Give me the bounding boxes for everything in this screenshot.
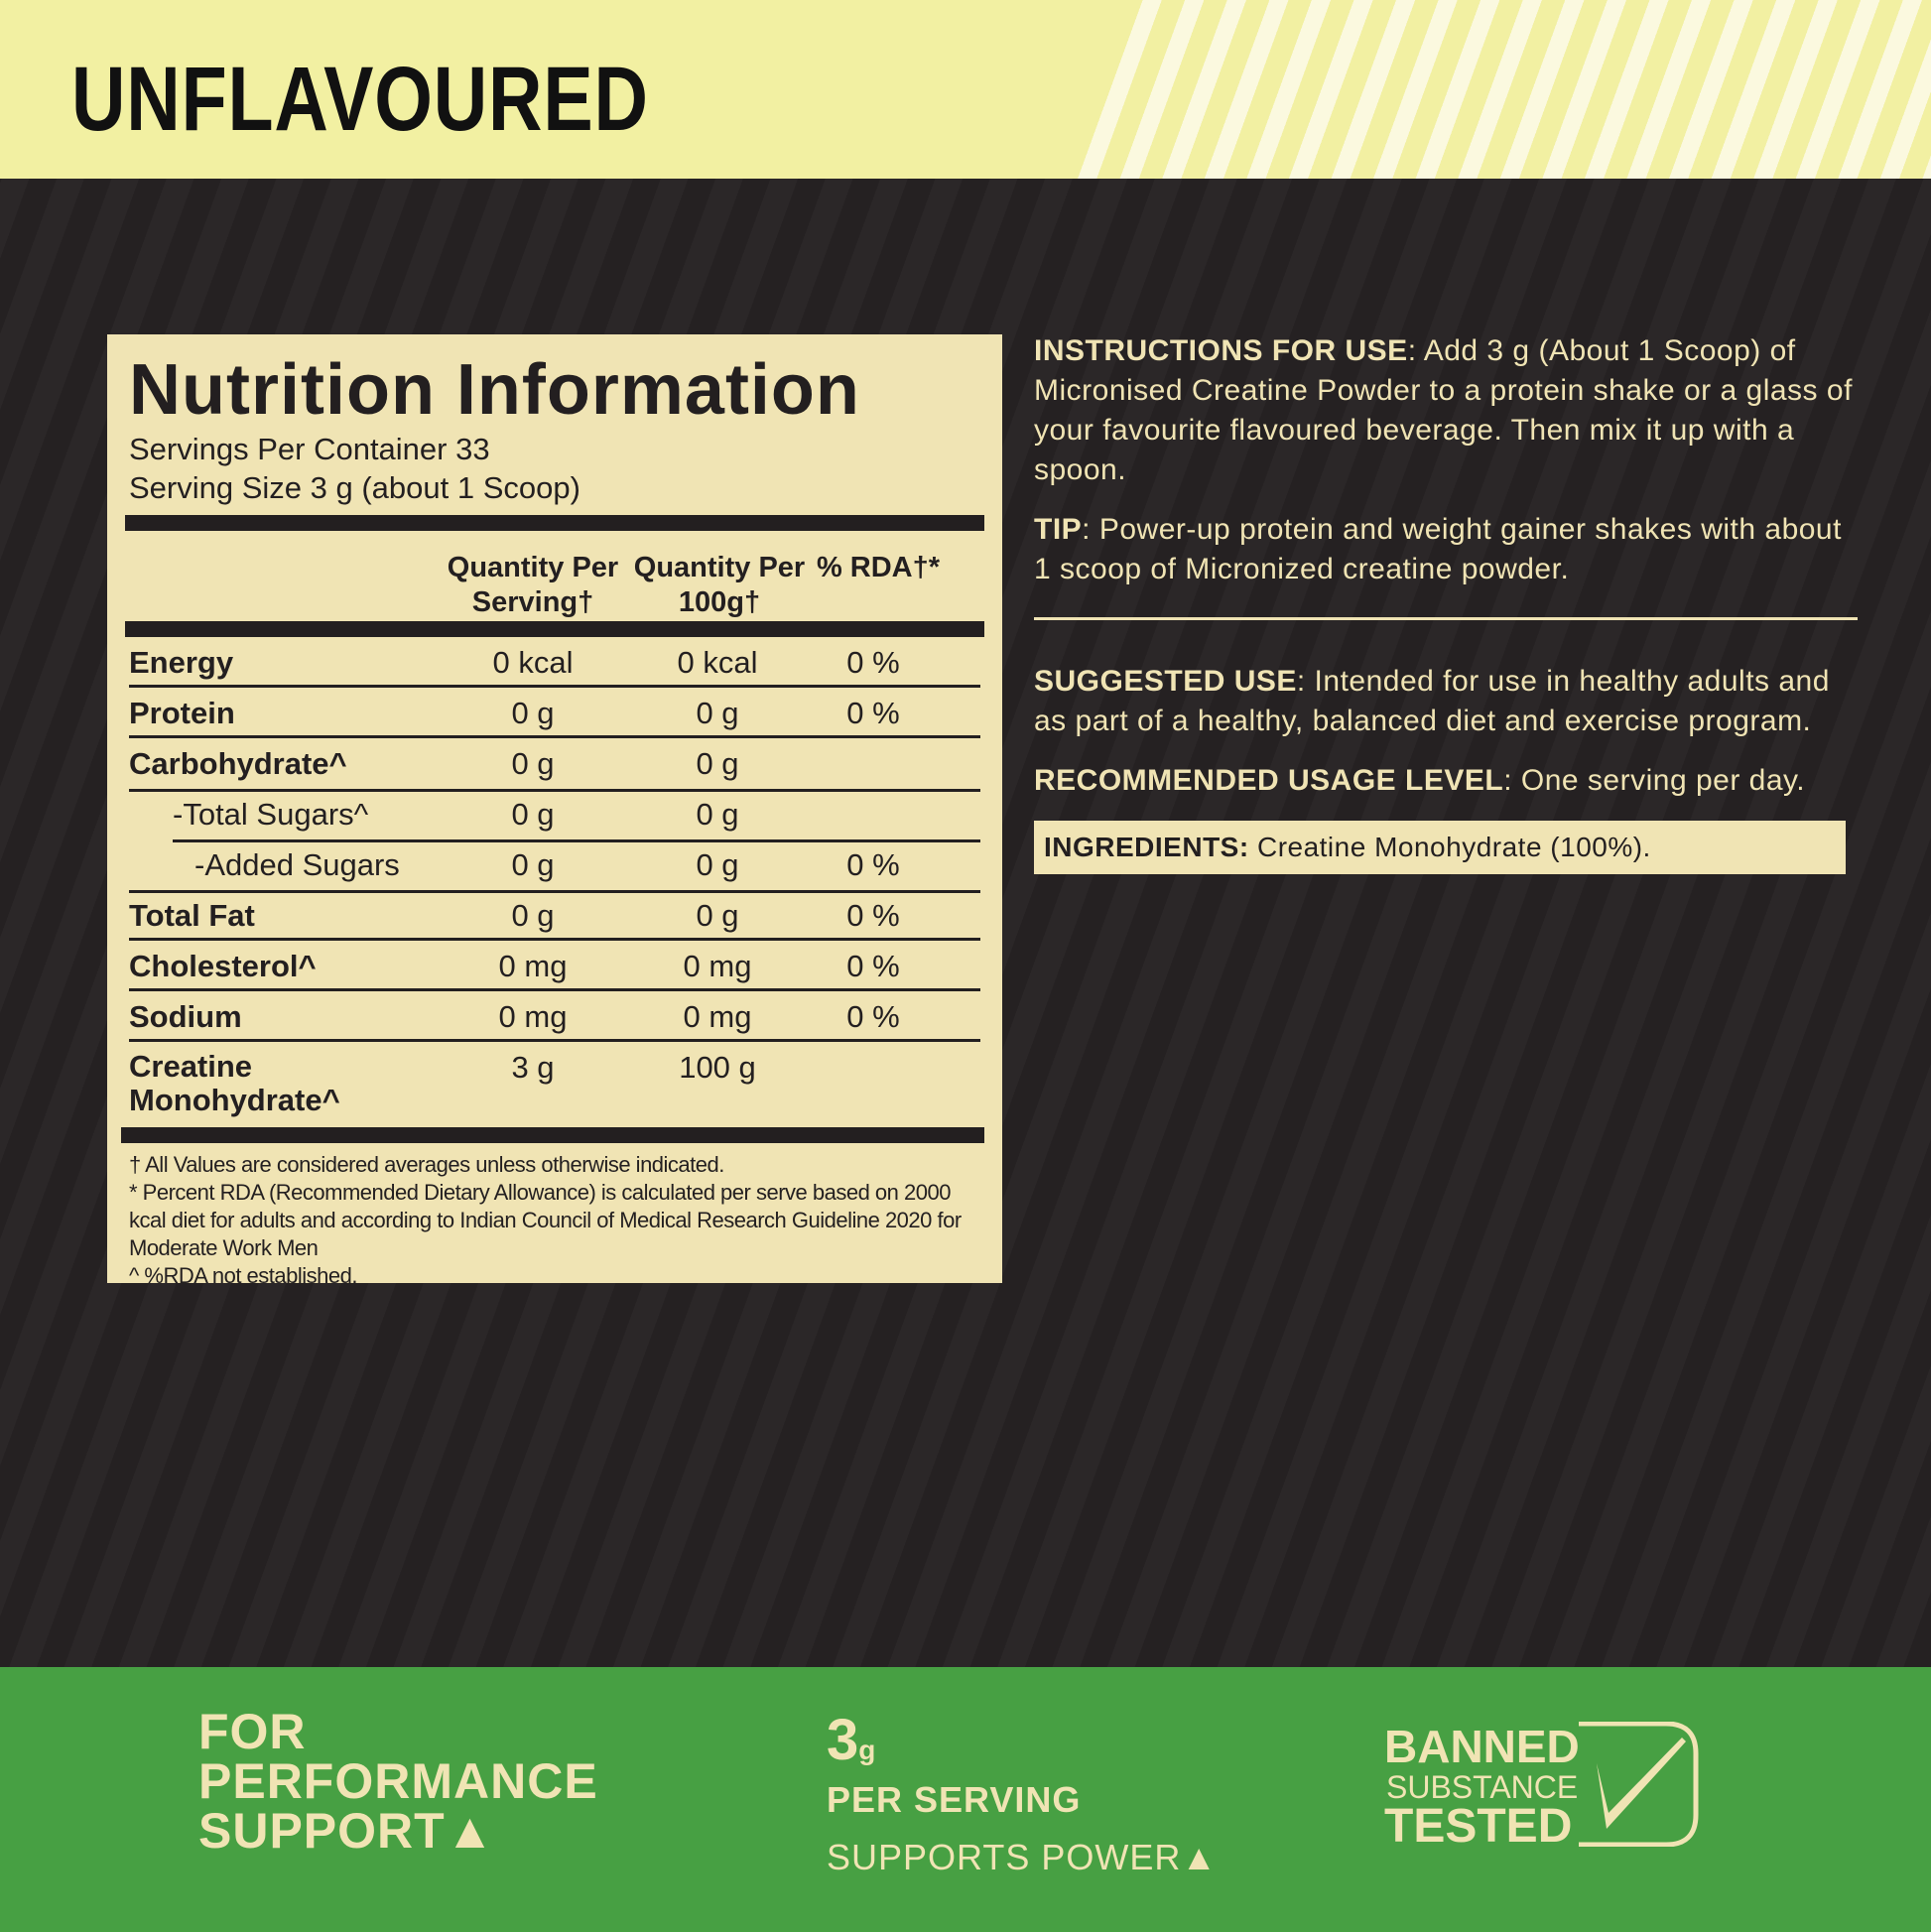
table-header: Quantity Per Serving† Quantity Per 100g†… [129, 531, 980, 621]
serving-size: Serving Size 3 g (about 1 Scoop) [129, 470, 580, 505]
table-row: Energy 0 kcal 0 kcal 0 % [129, 637, 980, 688]
rda-value: 0 % [846, 898, 900, 933]
nutrient-label: Carbohydrate^ [129, 746, 347, 781]
footnote: ^ %RDA not established. [129, 1263, 357, 1288]
nutrition-title: Nutrition Information [129, 350, 860, 430]
per-100g-value: 0 kcal [677, 645, 758, 680]
nutrient-label: Cholesterol^ [129, 949, 317, 983]
nutrient-label: -Total Sugars^ [173, 797, 369, 832]
nutrient-label: Energy [129, 645, 234, 680]
per-serving-value: 0 mg [498, 999, 568, 1034]
nutrient-label: Total Fat [129, 898, 255, 933]
benefits-band: FOR PERFORMANCE SUPPORT▲ 3g PER SERVING … [0, 1667, 1931, 1932]
col-per-serving: Quantity Per Serving† [447, 552, 619, 618]
usage-info: INSTRUCTIONS FOR USE: Add 3 g (About 1 S… [1034, 331, 1858, 874]
per-100g-value: 0 mg [683, 999, 752, 1034]
table-row: -Total Sugars^ 0 g 0 g [129, 789, 980, 842]
rda-value: 0 % [846, 696, 900, 730]
nutrition-panel: Nutrition Information Servings Per Conta… [107, 334, 1002, 1288]
row-divider [129, 789, 980, 792]
divider-bar [125, 621, 984, 637]
tip: TIP: Power-up protein and weight gainer … [1034, 513, 1842, 585]
col-per-100g: Quantity Per 100g† [633, 552, 806, 618]
table-row: Protein 0 g 0 g 0 % [129, 688, 980, 738]
divider-bar [125, 515, 984, 531]
per-100g-value: 100 g [679, 1050, 756, 1085]
recommended-usage: RECOMMENDED USAGE LEVEL: One serving per… [1034, 764, 1806, 797]
col-rda: % RDA†* [816, 552, 941, 583]
rda-value: 0 % [846, 949, 900, 983]
per-100g-value: 0 mg [683, 949, 752, 983]
ingredients-box: INGREDIENTS: Creatine Monohydrate (100%)… [1034, 821, 1846, 874]
per-serving-value: 0 g [511, 696, 555, 730]
per-100g-value: 0 g [696, 746, 739, 781]
per-serving-value: 0 g [511, 847, 555, 882]
servings-per-container: Servings Per Container 33 [129, 432, 490, 466]
row-divider [173, 839, 980, 842]
nutrient-label: Protein [129, 696, 235, 730]
divider [1034, 617, 1858, 620]
nutrient-label: Creatine Monohydrate^ [129, 1049, 340, 1117]
nutrient-label: Sodium [129, 999, 242, 1034]
per-100g-value: 0 g [696, 898, 739, 933]
divider-bar [121, 1127, 984, 1143]
per-100g-value: 0 g [696, 696, 739, 730]
rda-value: 0 % [846, 645, 900, 680]
serving-claim: 3g PER SERVING SUPPORTS POWER▲ [827, 1708, 1219, 1877]
instructions: INSTRUCTIONS FOR USE: Add 3 g (About 1 S… [1034, 334, 1853, 486]
table-row: Total Fat 0 g 0 g 0 % [129, 890, 980, 941]
per-serving-value: 0 g [511, 898, 555, 933]
performance-claim: FOR PERFORMANCE SUPPORT▲ [198, 1704, 598, 1859]
per-serving-value: 0 g [511, 797, 555, 832]
per-serving-value: 0 mg [498, 949, 568, 983]
banned-substance-tested-badge: BANNED SUBSTANCE TESTED [1384, 1722, 1702, 1851]
row-divider [129, 890, 980, 893]
footnote: † All Values are considered averages unl… [129, 1152, 724, 1177]
per-100g-value: 0 g [696, 847, 739, 882]
footnotes: † All Values are considered averages unl… [129, 1151, 980, 1290]
nutrient-label: -Added Sugars [194, 847, 400, 882]
decorative-stripes [1072, 0, 1931, 179]
rda-value: 0 % [846, 847, 900, 882]
flavour-header: UNFLAVOURED [0, 0, 1931, 179]
footnote: * Percent RDA (Recommended Dietary Allow… [129, 1180, 962, 1260]
table-row: Creatine Monohydrate^ 3 g 100 g [129, 1042, 980, 1127]
suggested-use: SUGGESTED USE: Intended for use in healt… [1034, 665, 1830, 737]
rda-value: 0 % [846, 999, 900, 1034]
flavour-title: UNFLAVOURED [71, 49, 649, 150]
per-serving-value: 0 kcal [492, 645, 574, 680]
table-row: Carbohydrate^ 0 g 0 g [129, 738, 980, 792]
table-row: Cholesterol^ 0 mg 0 mg 0 % [129, 941, 980, 991]
per-serving-value: 0 g [511, 746, 555, 781]
per-100g-value: 0 g [696, 797, 739, 832]
per-serving-value: 3 g [511, 1050, 555, 1085]
table-row: Sodium 0 mg 0 mg 0 % [129, 991, 980, 1042]
checkmark-icon [1579, 1722, 1699, 1847]
table-row: -Added Sugars 0 g 0 g 0 % [129, 839, 980, 893]
